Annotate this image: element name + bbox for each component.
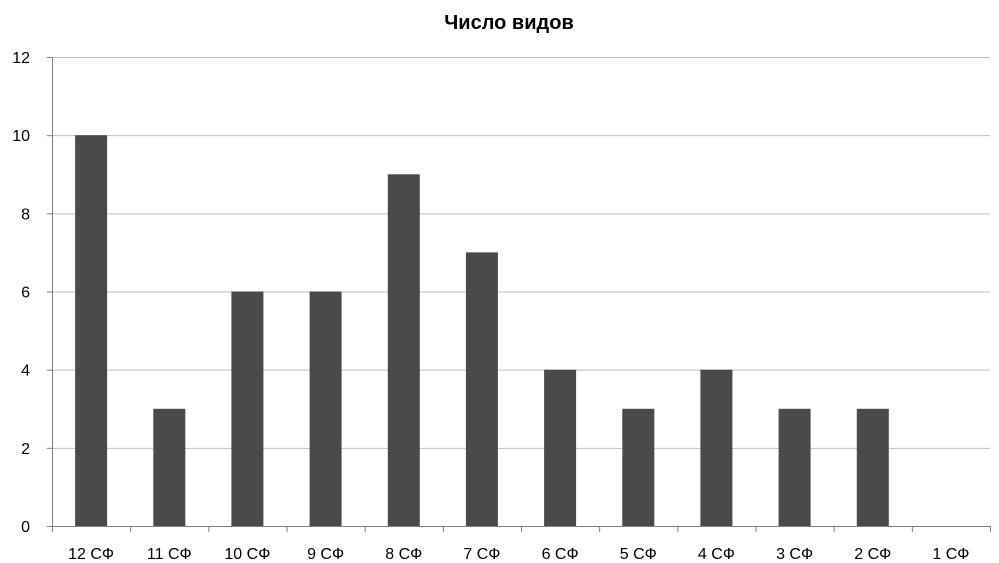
y-tick-label: 6 (21, 285, 30, 302)
bar-7 (622, 408, 655, 527)
y-tick-label: 0 (21, 519, 30, 536)
x-tick-label: 9 СФ (307, 546, 344, 563)
y-tick-label: 10 (12, 128, 30, 145)
bar-3 (309, 291, 342, 526)
y-tick-label: 2 (21, 441, 30, 458)
x-tick-label: 5 СФ (620, 546, 657, 563)
x-tick-label: 8 СФ (385, 546, 422, 563)
x-tick-label: 4 СФ (698, 546, 735, 563)
x-tick-label: 7 СФ (463, 546, 500, 563)
bar-2 (231, 291, 264, 526)
bar-8 (700, 369, 733, 526)
bar-5 (465, 252, 498, 526)
x-tick-label: 3 СФ (776, 546, 813, 563)
x-tick-label: 1 СФ (932, 546, 969, 563)
bar-9 (778, 408, 811, 527)
bar-0 (75, 135, 108, 526)
bar-1 (153, 408, 186, 527)
x-tick-label: 2 СФ (854, 546, 891, 563)
x-tick-label: 12 СФ (68, 546, 114, 563)
bar-10 (856, 408, 889, 527)
x-tick-label: 10 СФ (224, 546, 270, 563)
bar-6 (544, 369, 577, 526)
y-tick-label: 12 (12, 50, 30, 67)
x-tick-label: 11 СФ (147, 546, 192, 563)
y-tick-label: 8 (21, 206, 30, 223)
y-tick-label: 4 (21, 363, 30, 380)
bar-4 (387, 174, 420, 527)
x-tick-label: 6 СФ (542, 546, 579, 563)
chart-title: Число видов (444, 12, 574, 34)
